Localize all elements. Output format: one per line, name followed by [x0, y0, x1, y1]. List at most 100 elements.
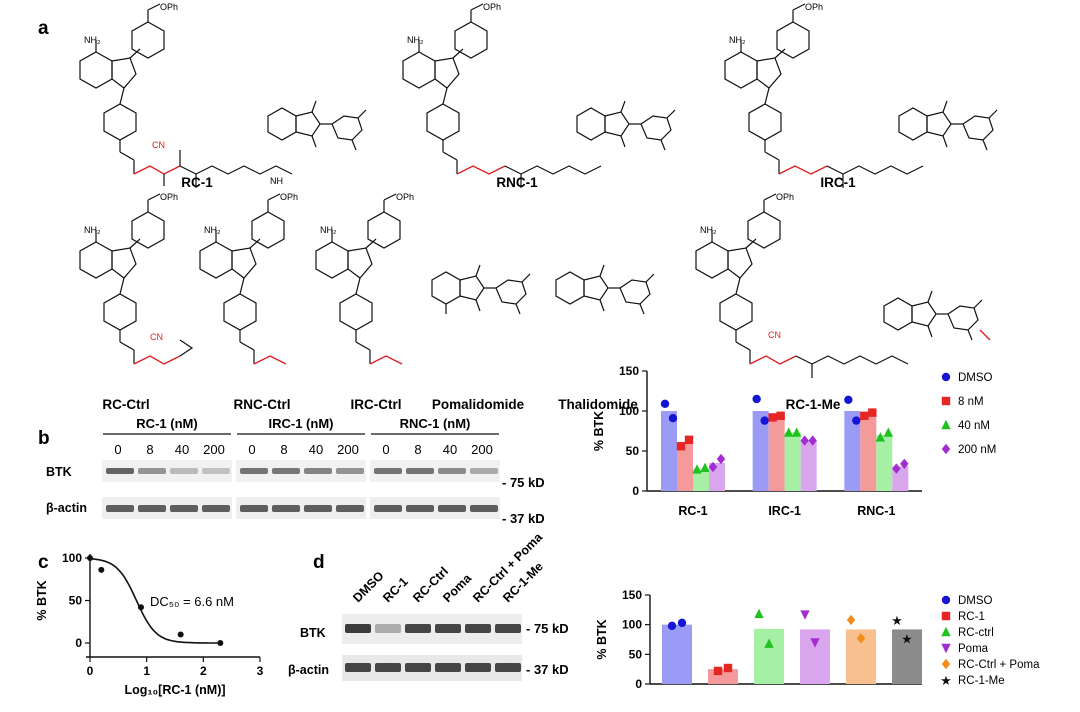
legend-marker: ★: [940, 673, 952, 688]
data-point: [810, 638, 820, 648]
y-tick-label: 100: [62, 551, 82, 565]
bar: [693, 468, 709, 491]
membrane-btk: [236, 460, 366, 482]
compound-label-thalidomide: Thalidomide: [558, 397, 638, 412]
lane-label: 0: [114, 442, 121, 457]
bar: [677, 443, 693, 491]
band-btk: [202, 468, 230, 474]
compound-label-rc-ctrl: RC-Ctrl: [102, 397, 149, 412]
atom-oph: OPh: [160, 2, 178, 12]
data-point: [713, 666, 723, 676]
atom-nh2: NH₂: [729, 35, 746, 45]
lane-label: 200: [471, 442, 493, 457]
y-tick-label: 0: [75, 636, 82, 650]
atom-oph: OPh: [280, 192, 298, 202]
data-point: ★: [901, 631, 913, 646]
y-axis-label: % BTK: [35, 580, 49, 620]
bar: [800, 440, 817, 491]
structure-rnc-1: NH₂ OPh: [402, 2, 676, 188]
data-point: [900, 458, 909, 469]
y-axis-label: % BTK: [592, 411, 606, 451]
panel-label-c: c: [38, 552, 49, 573]
data-point: [716, 453, 726, 465]
band-actin: [435, 663, 461, 672]
atom-nh2: NH₂: [84, 225, 101, 235]
data-point: [87, 555, 93, 561]
band-btk: [304, 468, 332, 474]
bar: [708, 669, 738, 684]
membrane-btk: [102, 460, 232, 482]
marker-75kd: - 75 kD: [502, 475, 545, 490]
atom-nh2: NH₂: [407, 35, 424, 45]
band-actin: [202, 505, 230, 512]
data-point: [754, 608, 764, 619]
legend-marker: [941, 643, 951, 654]
bar: [752, 411, 769, 491]
structure-rc-1: NH₂ OPh CN NH: [79, 2, 367, 188]
band-btk: [336, 468, 364, 474]
legend-marker: [941, 611, 951, 621]
y-tick-label: 50: [626, 444, 640, 458]
data-point: [138, 604, 144, 611]
band-actin: [465, 663, 491, 672]
data-point: [660, 399, 670, 408]
fit-curve: [89, 557, 221, 644]
bar: [844, 411, 861, 491]
membrane-btk: [342, 614, 522, 644]
atom-nh: NH: [270, 176, 283, 186]
structure-thalidomide: [555, 264, 655, 315]
atom-oph: OPh: [160, 192, 178, 202]
data-point: [668, 414, 678, 423]
band-actin: [336, 505, 364, 512]
membrane-actin: [370, 497, 500, 519]
band-actin: [405, 663, 431, 672]
bar: [876, 435, 893, 491]
atom-nh2: NH₂: [84, 35, 101, 45]
legend-label: RC-ctrl: [958, 627, 994, 639]
data-point: [892, 463, 901, 474]
panel-label-b: b: [38, 428, 50, 449]
band-actin: [170, 505, 198, 512]
bar: [662, 624, 692, 684]
band-actin: [240, 505, 268, 512]
legend-label: DMSO: [958, 372, 993, 384]
data-point: [98, 566, 105, 573]
data-point: [217, 640, 224, 646]
data-point: [677, 618, 687, 628]
marker-37kd: - 37 kD: [526, 662, 569, 677]
lane-label: 40: [443, 442, 457, 457]
data-point: [764, 638, 774, 648]
bar: [784, 432, 801, 491]
compound-label-irc-1: IRC-1: [820, 175, 856, 190]
lane-label: 0: [248, 442, 255, 457]
lane-label: 40: [309, 442, 323, 457]
compound-label-rc-1-me: RC-1-Me: [786, 397, 841, 412]
legend-marker: [941, 595, 951, 605]
atom-oph: OPh: [776, 192, 794, 202]
band-btk: [375, 624, 401, 633]
legend-label: RC-1: [958, 611, 985, 623]
data-point: [875, 432, 886, 442]
data-point: [723, 663, 733, 673]
lane-label: 8: [414, 442, 421, 457]
atom-nh2: NH₂: [320, 225, 337, 235]
legend-marker: [941, 396, 951, 406]
legend-label: RC-1-Me: [958, 675, 1005, 687]
y-tick-label: 150: [619, 364, 639, 378]
dc50-annotation: DC₅₀ = 6.6 nM: [150, 594, 234, 609]
lane-label: 8: [280, 442, 287, 457]
band-btk: [345, 624, 371, 633]
y-tick-label: 50: [629, 647, 643, 661]
bar: [754, 628, 784, 684]
band-btk: [272, 468, 300, 474]
data-point: [808, 435, 817, 446]
bar: [800, 629, 830, 684]
band-btk: [106, 468, 134, 474]
data-point: [692, 464, 702, 474]
structure-rc-ctrl: NH₂ OPh CN: [79, 192, 194, 365]
atom-nh2: NH₂: [204, 225, 221, 235]
y-tick-label: 100: [622, 618, 642, 632]
band-actin: [345, 663, 371, 672]
